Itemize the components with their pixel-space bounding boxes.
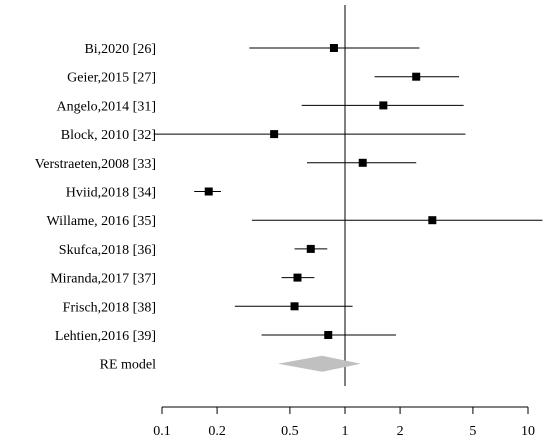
study-label: Angelo,2014 [31]	[56, 99, 156, 114]
point-estimate-marker	[329, 44, 338, 52]
study-label: Miranda,2017 [37]	[50, 272, 156, 287]
point-estimate-marker	[358, 158, 367, 167]
point-estimate-marker	[306, 244, 315, 253]
x-tick-label: 1	[342, 424, 349, 439]
x-tick-label: 10	[521, 424, 535, 439]
pooled-estimate-label: RE model	[100, 358, 156, 373]
study-label: Willame, 2016 [35]	[47, 214, 156, 229]
x-tick-label: 2	[397, 424, 404, 439]
study-label: Hviid,2018 [34]	[66, 186, 156, 201]
point-estimate-marker	[293, 273, 302, 282]
point-estimate-marker	[290, 302, 299, 311]
study-labels: Bi,2020 [26] Geier,2015 [27] Angelo,2014 […	[35, 42, 156, 344]
x-axis: 0.1 0.2 0.5 1 2 5 10	[153, 406, 535, 439]
point-estimates	[204, 44, 437, 339]
point-estimate-marker	[428, 216, 437, 225]
study-label: Verstraeten,2008 [33]	[35, 157, 156, 172]
study-label: Block, 2010 [32]	[61, 128, 156, 143]
x-tick-label: 0.1	[153, 424, 171, 439]
point-estimate-marker	[412, 72, 421, 81]
point-estimate-marker	[270, 130, 279, 139]
study-label: Skufca,2018 [36]	[59, 243, 156, 258]
point-estimate-marker	[204, 187, 213, 196]
study-label: Bi,2020 [26]	[84, 42, 156, 57]
point-estimate-marker	[379, 101, 388, 110]
x-tick-label: 5	[469, 424, 476, 439]
study-label: Geier,2015 [27]	[67, 71, 156, 86]
x-tick-label: 0.5	[281, 424, 299, 439]
study-label: Frisch,2018 [38]	[63, 300, 156, 315]
x-tick-label: 0.2	[208, 424, 226, 439]
pooled-estimate-diamond	[277, 355, 361, 372]
study-label: Lehtien,2016 [39]	[55, 329, 156, 344]
point-estimate-marker	[324, 331, 333, 339]
